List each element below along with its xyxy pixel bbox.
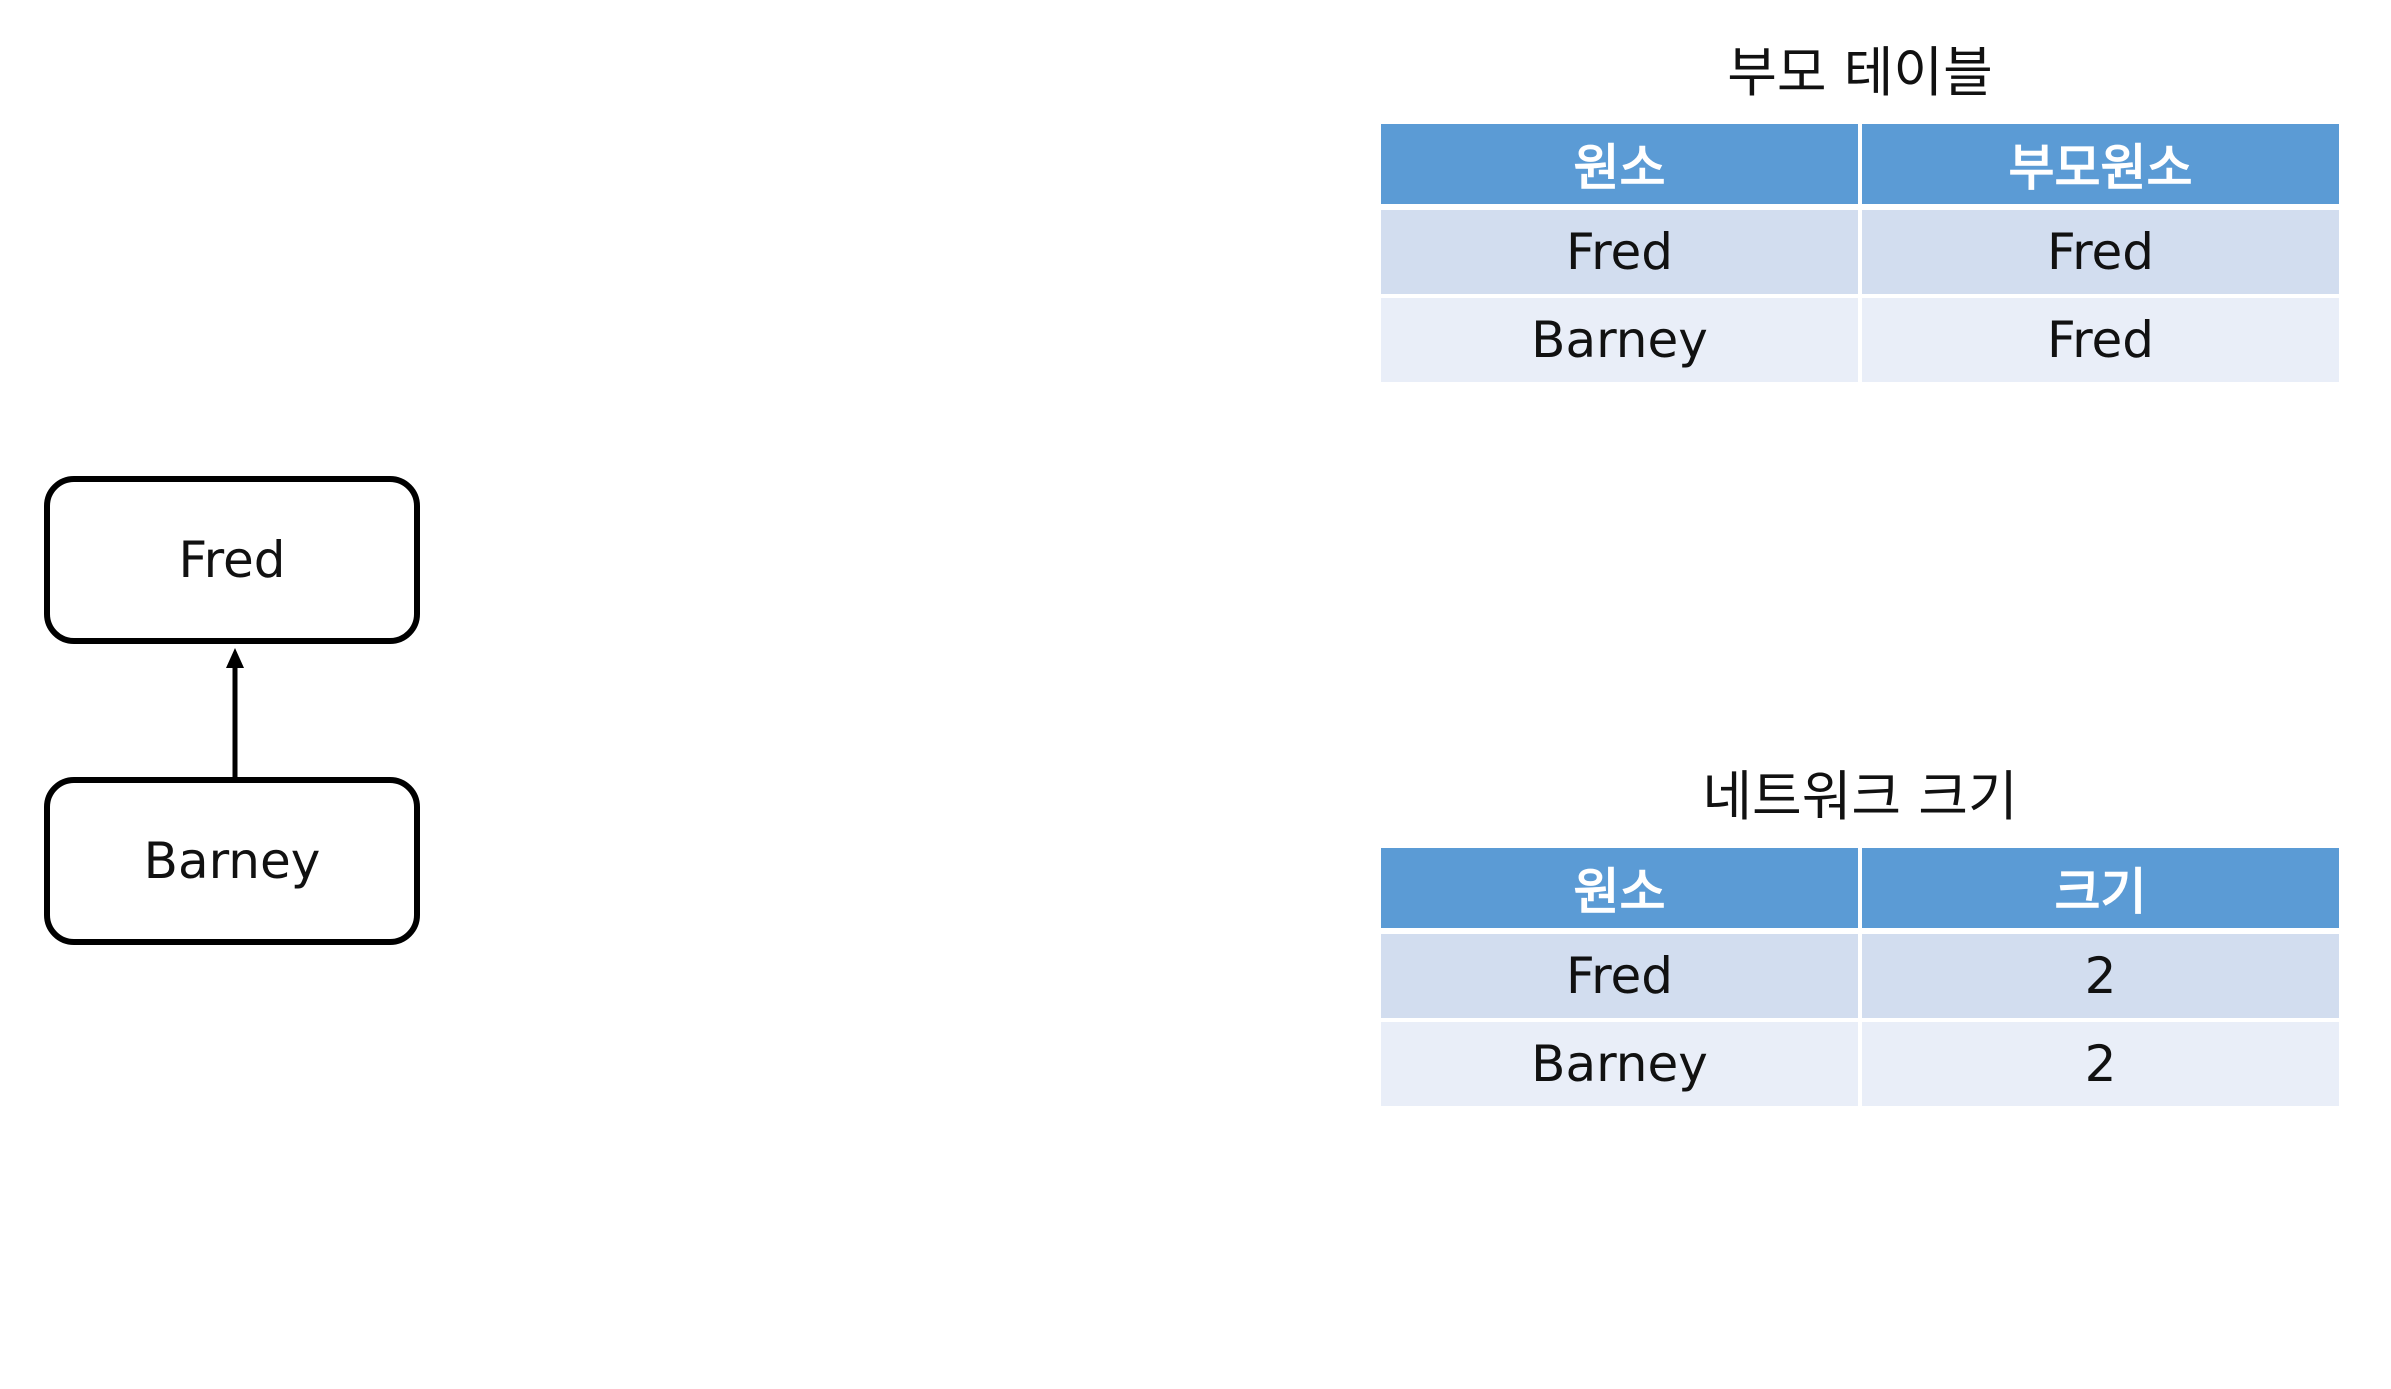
size-table-title: 네트워크 크기: [1702, 765, 2018, 828]
node-label: Fred: [178, 531, 286, 589]
node-barney: Barney: [44, 777, 420, 945]
header-cell: 원소: [1381, 848, 1858, 928]
header-cell: 원소: [1381, 124, 1858, 204]
table-row: Barney Fred: [1381, 298, 2339, 382]
table-cell: 2: [1862, 934, 2339, 1018]
table-row: Fred Fred: [1381, 210, 2339, 294]
parent-table-title: 부모 테이블: [1727, 41, 1993, 104]
table-cell: Fred: [1381, 210, 1858, 294]
table-header-row: 원소 부모원소: [1381, 124, 2339, 204]
table-cell: Barney: [1381, 298, 1858, 382]
table-row: Fred 2: [1381, 934, 2339, 1018]
size-table: 원소 크기 Fred 2 Barney 2: [1381, 848, 2339, 1110]
table-cell: Fred: [1381, 934, 1858, 1018]
arrowhead-icon: [226, 648, 244, 668]
node-label: Barney: [143, 832, 321, 890]
header-cell: 크기: [1862, 848, 2339, 928]
header-cell: 부모원소: [1862, 124, 2339, 204]
table-cell: Fred: [1862, 298, 2339, 382]
table-cell: 2: [1862, 1022, 2339, 1106]
node-fred: Fred: [44, 476, 420, 644]
table-header-row: 원소 크기: [1381, 848, 2339, 928]
table-cell: Fred: [1862, 210, 2339, 294]
parent-table: 원소 부모원소 Fred Fred Barney Fred: [1381, 124, 2339, 386]
table-cell: Barney: [1381, 1022, 1858, 1106]
table-row: Barney 2: [1381, 1022, 2339, 1106]
